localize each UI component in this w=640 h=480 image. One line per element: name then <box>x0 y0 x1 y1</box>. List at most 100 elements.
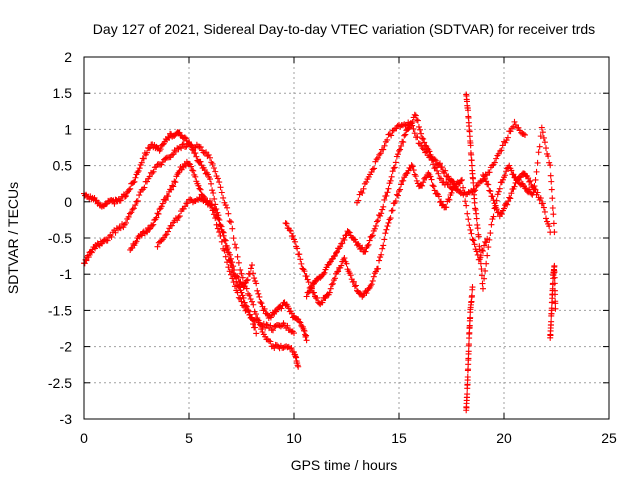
data-point <box>527 177 534 184</box>
data-point <box>419 145 426 152</box>
data-point <box>468 162 475 169</box>
data-point <box>178 145 185 152</box>
data-point <box>187 196 194 203</box>
data-point <box>383 192 390 199</box>
data-point <box>426 154 433 161</box>
series-sat-g <box>354 118 528 206</box>
data-point <box>226 268 233 275</box>
data-point <box>215 215 222 222</box>
data-point <box>531 183 538 190</box>
data-point <box>467 314 474 321</box>
data-point <box>491 159 498 166</box>
data-point <box>537 195 544 202</box>
data-point <box>522 131 528 138</box>
data-point <box>384 136 391 143</box>
data-point <box>481 242 488 249</box>
data-point <box>288 310 295 317</box>
data-point <box>434 167 441 174</box>
data-point <box>429 182 436 189</box>
data-point <box>492 202 499 209</box>
data-point <box>464 210 471 217</box>
data-point <box>214 225 221 232</box>
data-point <box>214 175 221 182</box>
data-point <box>422 149 429 156</box>
data-point <box>378 210 385 217</box>
data-point <box>496 185 503 192</box>
data-point <box>515 124 522 131</box>
x-axis-label: GPS time / hours <box>291 457 398 473</box>
data-point <box>389 207 396 214</box>
x-tick-label: 0 <box>80 430 88 446</box>
data-point <box>456 188 463 195</box>
data-point <box>493 206 500 213</box>
data-point <box>478 265 485 272</box>
data-point <box>415 140 422 147</box>
data-point <box>210 211 217 218</box>
data-point <box>126 210 133 217</box>
data-point <box>457 177 464 184</box>
data-point <box>221 237 228 244</box>
data-point <box>478 272 485 279</box>
x-tick-label: 20 <box>496 430 512 446</box>
data-point <box>386 216 393 223</box>
data-point <box>210 164 217 171</box>
data-point <box>489 162 496 169</box>
data-point <box>149 169 156 176</box>
series-sat-i <box>463 284 476 414</box>
data-point <box>359 190 366 197</box>
data-point <box>207 176 213 183</box>
data-point <box>212 168 219 175</box>
data-point <box>498 211 505 218</box>
data-point <box>255 290 262 297</box>
data-point <box>490 197 497 204</box>
data-point <box>117 225 124 232</box>
data-point <box>417 126 423 133</box>
data-point <box>150 221 157 228</box>
data-point <box>497 148 504 155</box>
data-point <box>197 144 204 151</box>
data-point <box>234 289 241 296</box>
data-point <box>431 156 438 163</box>
chart-title: Day 127 of 2021, Sidereal Day-to-day VTE… <box>93 21 595 37</box>
data-point <box>368 169 375 176</box>
data-point <box>352 282 359 289</box>
data-point <box>487 188 494 195</box>
data-point <box>386 131 393 138</box>
data-point <box>250 270 257 277</box>
data-point <box>392 198 399 205</box>
data-point <box>476 246 483 253</box>
data-point <box>445 181 452 188</box>
data-point <box>230 235 237 242</box>
data-point <box>533 168 540 175</box>
data-point <box>510 171 517 178</box>
data-point <box>384 223 391 230</box>
data-point <box>190 167 197 174</box>
data-point <box>249 262 255 269</box>
data-point <box>378 251 385 258</box>
data-point <box>446 196 453 203</box>
data-point <box>551 269 558 276</box>
data-point <box>380 203 387 210</box>
data-point <box>464 391 471 398</box>
data-point <box>188 163 195 170</box>
data-point <box>209 202 216 209</box>
data-point <box>146 226 153 233</box>
data-point <box>493 155 500 162</box>
data-point <box>146 173 153 180</box>
data-point <box>155 160 162 167</box>
data-point <box>537 133 544 140</box>
data-point <box>294 245 301 252</box>
data-point <box>142 228 149 235</box>
data-point <box>371 225 378 232</box>
data-point <box>267 338 274 345</box>
data-point <box>238 270 245 277</box>
data-point <box>128 209 135 216</box>
data-point <box>379 245 386 252</box>
data-point <box>501 205 507 212</box>
data-point <box>436 160 443 167</box>
data-point <box>420 135 427 142</box>
data-point <box>333 249 339 256</box>
y-tick-label: -1.5 <box>48 302 72 318</box>
data-point <box>532 176 539 183</box>
data-point <box>351 283 358 290</box>
